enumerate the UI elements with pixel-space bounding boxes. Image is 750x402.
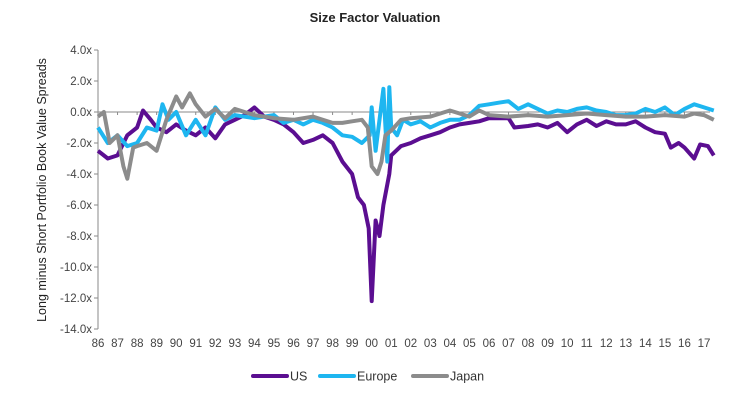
- x-tick-label: 15: [659, 338, 672, 350]
- x-tick-label: 99: [346, 338, 359, 350]
- x-tick-label: 05: [463, 338, 476, 350]
- series-line-europe: [96, 85, 715, 164]
- x-tick-label: 96: [287, 338, 300, 350]
- x-tick-label: 16: [678, 338, 691, 350]
- y-tick-label: -12.0x: [60, 293, 92, 305]
- x-tick-label: 10: [561, 338, 574, 350]
- x-tick-label: 98: [326, 338, 339, 350]
- y-tick-label: 4.0x: [70, 45, 92, 57]
- x-tick-label: 11: [581, 338, 593, 350]
- x-tick-label: 95: [268, 338, 281, 350]
- x-tick-label: 08: [522, 338, 535, 350]
- x-tick-label: 93: [228, 338, 241, 350]
- legend: US Europe Japan: [251, 370, 484, 384]
- x-tick-label: 97: [307, 338, 320, 350]
- x-tick-label: 91: [189, 338, 202, 350]
- x-tick-label: 04: [443, 338, 456, 350]
- y-tick-label: -10.0x: [60, 262, 92, 274]
- chart-title: Size Factor Valuation: [310, 10, 441, 25]
- x-tick-label: 92: [209, 338, 222, 350]
- x-tick-label: 03: [424, 338, 437, 350]
- x-tick-label: 13: [619, 338, 632, 350]
- x-tick-label: 01: [385, 338, 398, 350]
- x-tick-label: 09: [541, 338, 554, 350]
- y-tick-label: -8.0x: [66, 231, 92, 243]
- y-tick-label: -4.0x: [66, 169, 92, 181]
- y-tick-label: -14.0x: [60, 324, 92, 336]
- legend-label-japan: Japan: [450, 370, 484, 384]
- x-tick-label: 87: [111, 338, 124, 350]
- series-group: [96, 85, 716, 304]
- y-tick-label: -2.0x: [66, 138, 92, 150]
- x-tick-label: 94: [248, 338, 261, 350]
- x-tick-label: 07: [502, 338, 515, 350]
- legend-label-europe: Europe: [357, 370, 397, 384]
- x-tick-label: 02: [404, 338, 417, 350]
- series-line-us: [96, 105, 716, 304]
- x-tick-label: 89: [150, 338, 163, 350]
- x-tick-label: 06: [483, 338, 496, 350]
- y-axis-label: Long minus Short Portfolio Book Value Sp…: [35, 58, 49, 322]
- x-tick-label: 17: [698, 338, 711, 350]
- x-tick-label: 86: [92, 338, 105, 350]
- y-tick-label: 2.0x: [70, 76, 92, 88]
- x-tick-label: 90: [170, 338, 183, 350]
- axes: 4.0x 2.0x 0.0x -2.0x -4.0x -6.0x -8.0x -10.0x -1…: [60, 45, 710, 350]
- x-tick-label: 00: [365, 338, 378, 350]
- y-tick-label: 0.0x: [70, 107, 92, 119]
- series-line-japan: [96, 91, 715, 181]
- legend-label-us: US: [290, 370, 307, 384]
- x-tick-label: 12: [600, 338, 613, 350]
- y-tick-label: -6.0x: [66, 200, 92, 212]
- x-tick-label: 14: [639, 338, 652, 350]
- x-tick-label: 88: [131, 338, 144, 350]
